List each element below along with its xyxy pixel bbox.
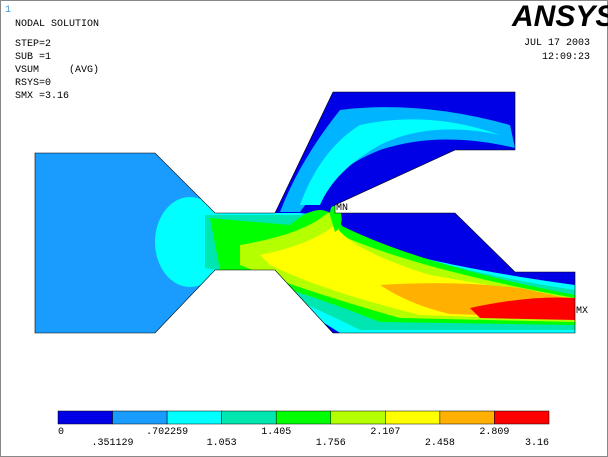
header-line: STEP=2 xyxy=(15,39,51,50)
legend-swatch xyxy=(330,410,386,425)
legend-label: .702259 xyxy=(146,427,188,438)
legend-swatch xyxy=(112,410,168,425)
header-line: SMX =3.16 xyxy=(15,91,69,102)
legend-label: .351129 xyxy=(92,438,134,449)
max-marker: MX xyxy=(576,306,588,317)
legend-swatch xyxy=(385,410,441,425)
min-marker: MN xyxy=(336,203,348,214)
legend-swatch xyxy=(275,410,332,425)
header-line: VSUM (AVG) xyxy=(15,64,99,76)
legend-swatch xyxy=(494,410,550,425)
plot-title: NODAL SOLUTION xyxy=(15,19,99,30)
logo: ANSYS xyxy=(511,0,608,33)
header-line: RSYS=0 xyxy=(15,78,51,89)
legend-label: 2.458 xyxy=(425,438,455,449)
legend-swatch xyxy=(439,410,495,425)
legend-swatch xyxy=(221,410,277,425)
header-line: SUB =1 xyxy=(15,52,51,63)
legend-label: 1.405 xyxy=(261,427,291,438)
legend-swatch xyxy=(57,410,113,425)
legend-label: 1.756 xyxy=(316,438,346,449)
legend-label: 3.16 xyxy=(525,438,549,449)
legend-label: 2.809 xyxy=(479,427,509,438)
legend-label: 0 xyxy=(58,427,64,438)
date: JUL 17 2003 xyxy=(524,38,590,49)
frame-number: 1 xyxy=(5,5,11,16)
legend-swatch xyxy=(166,410,222,425)
domain-outline xyxy=(34,91,576,334)
legend-label: 2.107 xyxy=(370,427,400,438)
legend-label: 1.053 xyxy=(207,438,237,449)
time: 12:09:23 xyxy=(542,52,590,63)
color-legend: 0 .351129 .702259 1.053 1.405 1.756 2.107 2.458… xyxy=(57,410,550,449)
